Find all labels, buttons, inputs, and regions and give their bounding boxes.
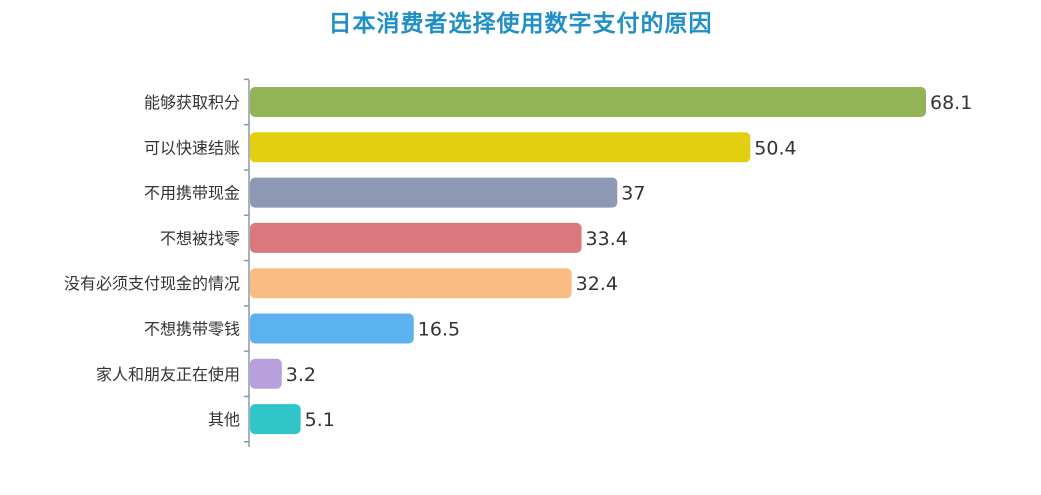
labels-layer: 能够获取积分 68.1 可以快速结账 50.4 不用携带现金 37 不想被找零 33.4 没有必… <box>64 92 972 431</box>
category-label: 其他 <box>208 410 240 429</box>
chart-title: 日本消费者选择使用数字支付的原因 <box>328 11 713 37</box>
value-label: 5.1 <box>305 409 335 431</box>
bar <box>250 132 751 163</box>
category-label: 没有必须支付现金的情况 <box>64 274 240 293</box>
bar <box>250 87 926 117</box>
category-label: 可以快速结账 <box>144 138 240 157</box>
value-label: 33.4 <box>586 228 628 250</box>
value-label: 16.5 <box>418 319 460 341</box>
bar <box>250 358 282 389</box>
value-label: 3.2 <box>286 364 316 386</box>
category-label: 不用携带现金 <box>144 184 240 203</box>
category-label: 能够获取积分 <box>144 93 240 112</box>
bars-layer <box>250 87 926 435</box>
value-label: 37 <box>621 183 645 205</box>
bar <box>250 404 301 435</box>
bar <box>250 313 414 344</box>
bar <box>250 268 572 299</box>
category-label: 家人和朋友正在使用 <box>96 365 240 384</box>
value-label: 68.1 <box>930 92 972 114</box>
category-label: 不想携带零钱 <box>144 320 240 339</box>
category-label: 不想被找零 <box>160 229 240 248</box>
bar <box>250 222 582 253</box>
value-label: 32.4 <box>576 273 618 295</box>
bar <box>250 177 618 208</box>
axis-layer <box>244 78 250 447</box>
value-label: 50.4 <box>754 137 796 159</box>
